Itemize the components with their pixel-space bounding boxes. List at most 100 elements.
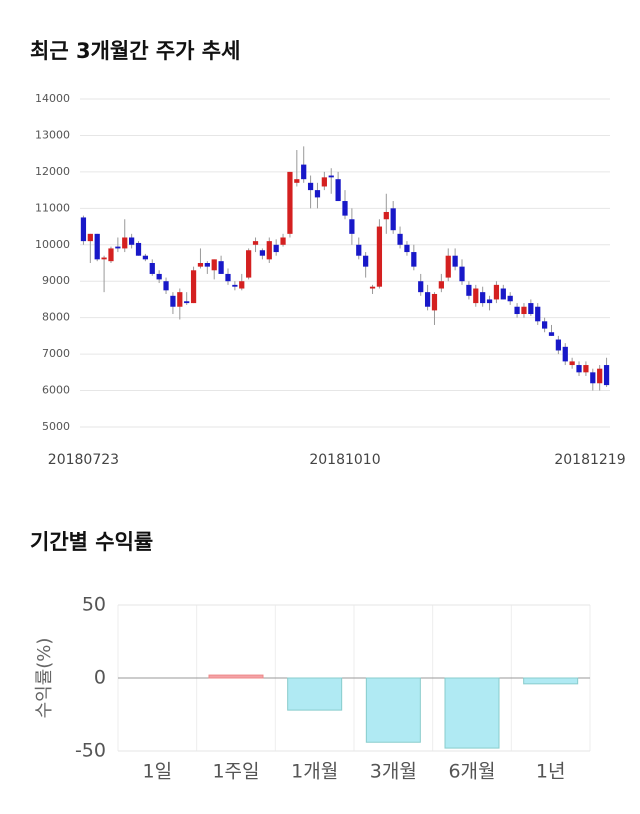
candle-body [466, 284, 472, 296]
candle-body [445, 255, 451, 278]
chart-title: 기간별 수익률 [30, 530, 153, 554]
y-tick-label: 9000 [42, 274, 70, 287]
bar [365, 677, 421, 743]
x-tick-label: 3개월 [370, 761, 417, 783]
y-tick-label: 12000 [35, 165, 70, 178]
candle-body [232, 284, 238, 287]
y-tick-label: 50 [82, 594, 106, 616]
candle-body [459, 266, 465, 282]
candle-body [218, 261, 224, 274]
candle-body [184, 301, 190, 304]
candle-body [507, 295, 513, 302]
candle-body [135, 242, 142, 256]
candle-body [156, 273, 162, 280]
y-tick-label: -50 [75, 740, 106, 762]
candle-body [170, 295, 176, 307]
candle-body [535, 306, 541, 322]
x-tick-label: 1일 [143, 761, 173, 783]
x-tick-label: 20181010 [309, 452, 380, 468]
candle-body [376, 226, 383, 287]
candle-body [562, 346, 568, 362]
candle-body [239, 281, 245, 289]
candle-body [259, 250, 266, 256]
candle-body [273, 244, 279, 253]
candle-body [486, 299, 493, 304]
candle-body [246, 250, 252, 278]
candle-body [576, 365, 582, 373]
candle-body [287, 171, 293, 234]
y-tick-label: 13000 [35, 128, 70, 141]
y-axis-label: 수익률(%) [34, 638, 55, 719]
candle-body [294, 179, 300, 183]
candle-body [397, 233, 403, 245]
candle-body [87, 233, 93, 242]
candle-body [211, 259, 217, 271]
y-tick-label: 5000 [42, 420, 70, 433]
candle-body [500, 288, 506, 300]
candle-body [204, 263, 210, 267]
candle-body [301, 164, 307, 180]
candle-body [101, 257, 107, 260]
y-tick-label: 10000 [35, 238, 70, 251]
chart-title: 최근 3개월간 주가 추세 [30, 39, 240, 63]
candle-body [163, 281, 169, 291]
candle-body [149, 263, 155, 274]
candle-body [493, 284, 500, 300]
candle-body [349, 219, 355, 234]
candle-body [225, 273, 231, 282]
candle-body [569, 361, 575, 366]
candle-body [335, 179, 341, 202]
candle-body [555, 339, 561, 351]
y-tick-label: 7000 [42, 347, 70, 360]
candle-body [307, 182, 314, 191]
candle-body [452, 255, 458, 267]
x-tick-label: 1개월 [291, 761, 338, 783]
candle-body [418, 281, 424, 293]
bar [208, 674, 264, 679]
x-tick-label: 1주일 [212, 761, 259, 783]
candle-body [597, 368, 603, 384]
candle-body [390, 208, 396, 231]
candle-body [321, 177, 327, 187]
candle-body [514, 306, 520, 315]
candle-body [328, 175, 334, 178]
candle-body [108, 248, 114, 262]
candle-body [438, 281, 444, 289]
candle-body [363, 255, 369, 267]
candle-body [548, 332, 555, 336]
bar [287, 677, 343, 711]
candle-body [528, 303, 534, 315]
x-tick-label: 20181219 [554, 452, 625, 468]
candle-body [280, 237, 286, 245]
candle-body [583, 365, 589, 373]
candle-body [424, 292, 431, 307]
x-tick-label: 20180723 [48, 452, 119, 468]
y-tick-label: 0 [94, 667, 106, 689]
y-tick-label: 8000 [42, 311, 70, 324]
candle-body [177, 292, 183, 307]
candle-body [314, 190, 321, 198]
candle-body [190, 270, 197, 304]
candle-body [252, 241, 259, 245]
candle-body [80, 217, 87, 242]
y-tick-label: 6000 [42, 384, 70, 397]
x-tick-label: 1년 [536, 761, 566, 783]
candle-body [521, 306, 527, 315]
bar [444, 677, 500, 749]
candle-body [431, 293, 438, 311]
candle-body [480, 292, 486, 304]
candle-body [369, 286, 376, 289]
candle-body [129, 237, 135, 245]
candle-body [142, 255, 149, 260]
bar [523, 677, 579, 685]
candle-body [603, 365, 610, 386]
candle-body [356, 244, 362, 256]
candle-body [411, 252, 417, 267]
candle-body [266, 241, 272, 260]
candle-body [541, 321, 548, 329]
candle-body [590, 372, 596, 384]
y-tick-label: 11000 [35, 201, 70, 214]
candle-body [404, 244, 410, 253]
